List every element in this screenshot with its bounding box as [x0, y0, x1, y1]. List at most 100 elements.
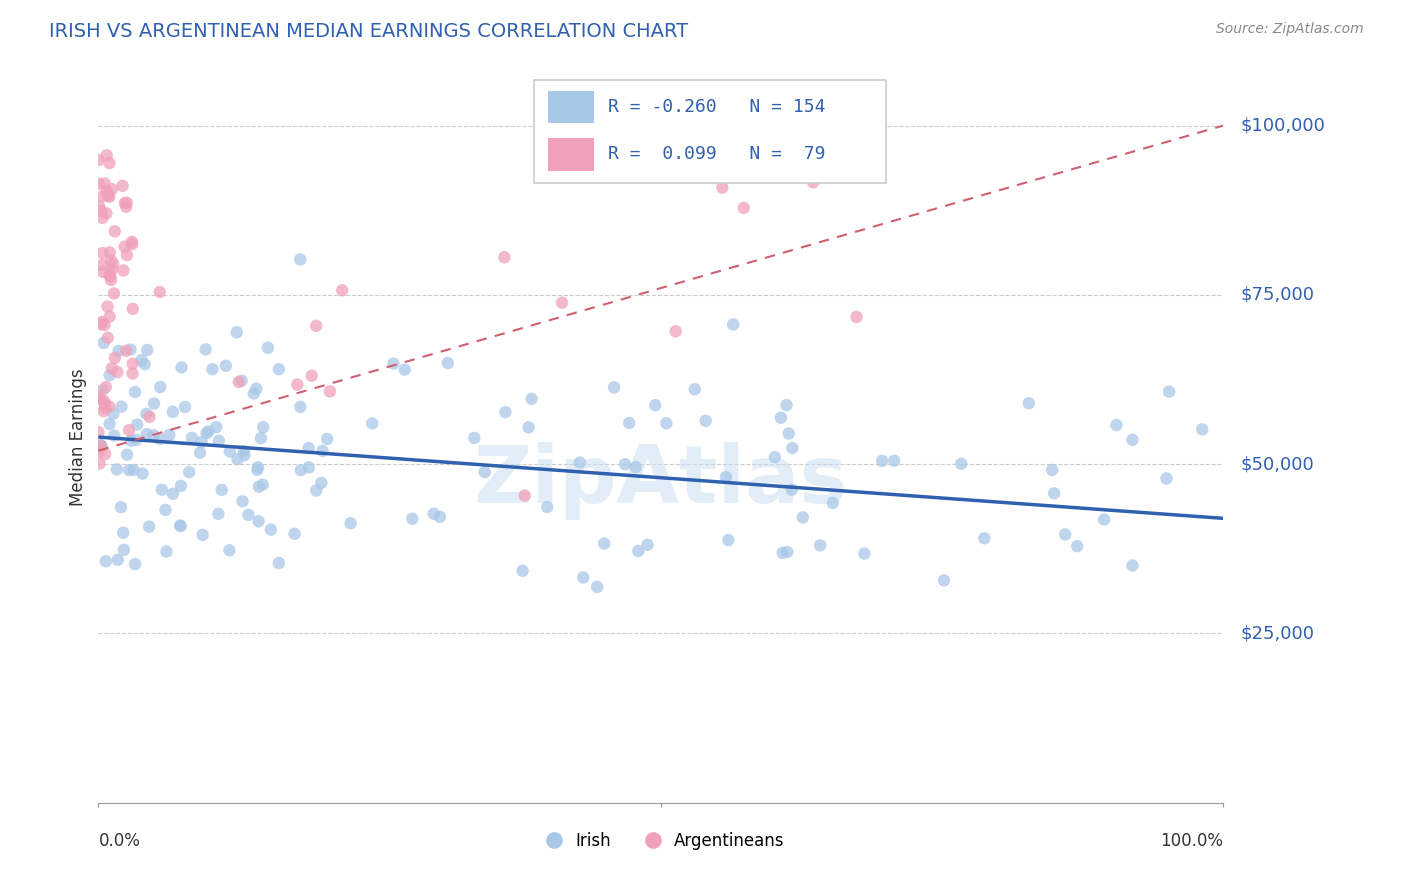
Point [763, 450, 786, 465]
Point [87, 444, 110, 458]
Point [644, 398, 666, 412]
Point [1054, 527, 1077, 541]
Point [233, 448, 256, 462]
Point [162, 487, 184, 501]
Point [436, 356, 458, 370]
Point [138, 519, 160, 533]
Point [194, 343, 217, 357]
Point [96, 184, 118, 198]
Point [90, 258, 112, 272]
Point [125, 433, 148, 447]
Point [845, 310, 868, 324]
Point [290, 463, 312, 477]
Point [711, 180, 734, 194]
Point [134, 357, 156, 371]
Point [614, 457, 637, 471]
Point [121, 367, 143, 381]
Point [311, 443, 333, 458]
FancyBboxPatch shape [548, 91, 593, 123]
Point [118, 463, 141, 477]
Point [98, 245, 121, 260]
Point [91, 211, 114, 225]
Point [93, 335, 115, 350]
Point [149, 285, 172, 299]
Text: ZipAtlas: ZipAtlas [474, 442, 848, 520]
Point [311, 475, 333, 490]
Point [225, 326, 247, 340]
Point [121, 235, 143, 249]
Point [97, 187, 120, 202]
Point [181, 431, 204, 445]
Point [170, 479, 193, 493]
Point [87, 153, 110, 167]
Point [94, 447, 117, 461]
Point [155, 544, 177, 558]
Point [619, 416, 641, 430]
Point [107, 343, 129, 358]
Point [104, 351, 127, 365]
Point [136, 343, 159, 357]
Point [586, 580, 609, 594]
Point [252, 477, 274, 491]
Point [96, 148, 118, 162]
Point [89, 388, 111, 402]
Point [429, 509, 451, 524]
Point [319, 384, 342, 399]
Point [124, 384, 146, 399]
Point [423, 507, 446, 521]
Point [305, 483, 328, 498]
Point [121, 237, 143, 252]
Point [394, 362, 416, 376]
Point [283, 526, 305, 541]
Point [208, 434, 231, 448]
Point [91, 189, 114, 203]
Point [93, 404, 115, 418]
Point [267, 556, 290, 570]
Point [792, 510, 814, 524]
Point [1043, 486, 1066, 500]
Point [950, 457, 973, 471]
Point [290, 252, 312, 267]
Point [131, 467, 153, 481]
Point [174, 400, 197, 414]
Point [91, 246, 114, 260]
Point [870, 454, 893, 468]
Point [105, 462, 128, 476]
Point [714, 470, 737, 484]
Point [93, 396, 115, 410]
Point [205, 420, 228, 434]
Point [107, 553, 129, 567]
Point [104, 224, 127, 238]
Point [1040, 463, 1063, 477]
Point [1156, 471, 1178, 485]
Text: 100.0%: 100.0% [1160, 832, 1223, 850]
Point [463, 431, 485, 445]
Point [131, 353, 153, 368]
Point [247, 460, 270, 475]
Text: Source: ZipAtlas.com: Source: ZipAtlas.com [1216, 22, 1364, 37]
Point [593, 536, 616, 550]
Point [150, 483, 173, 497]
Point [191, 528, 214, 542]
Text: $50,000: $50,000 [1240, 455, 1313, 473]
Point [572, 570, 595, 584]
Point [89, 437, 111, 451]
Point [250, 431, 273, 445]
Point [98, 156, 121, 170]
Text: $25,000: $25,000 [1240, 624, 1315, 642]
Point [778, 426, 800, 441]
Point [120, 343, 142, 357]
Point [179, 465, 201, 479]
Point [883, 454, 905, 468]
Point [115, 248, 138, 262]
Point [90, 204, 112, 219]
Point [683, 382, 706, 396]
Point [339, 516, 361, 531]
Point [91, 315, 114, 329]
Point [624, 460, 647, 475]
Point [121, 301, 143, 316]
Point [101, 257, 124, 271]
Point [87, 199, 110, 213]
Point [316, 432, 339, 446]
Point [853, 547, 876, 561]
